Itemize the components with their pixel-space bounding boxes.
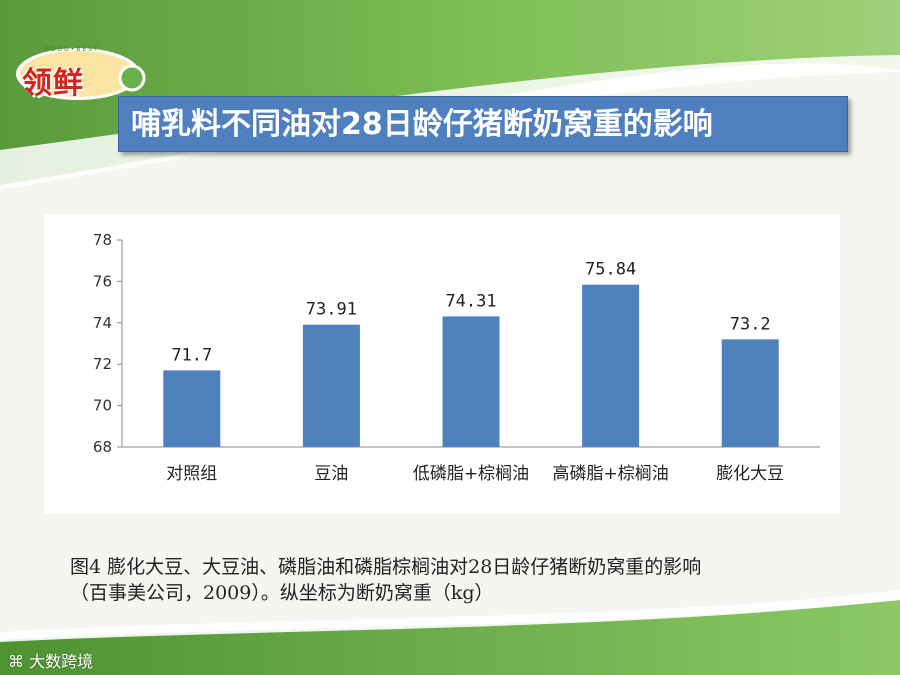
figure-caption: 图4 膨化大豆、大豆油、磷脂油和磷脂棕榈油对28日龄仔猪断奶窝重的影响 （百事美… [70, 554, 850, 606]
brand-logo-badge [16, 48, 146, 100]
y-tick-label: 78 [93, 231, 112, 249]
bar-value-label: 73.91 [306, 300, 357, 320]
caption-line-2: （百事美公司，2009）。纵坐标为断奶窝重（kg） [70, 582, 494, 604]
bar [721, 339, 779, 447]
bar-value-label: 75.84 [585, 260, 636, 280]
bar [442, 316, 500, 447]
slide-title: 哺乳料不同油对28日龄仔猪断奶窝重的影响 [118, 96, 848, 152]
category-label: 高磷脂+棕榈油 [552, 464, 668, 484]
category-label: 膨化大豆 [716, 464, 784, 484]
watermark-text: 大数跨境 [29, 652, 94, 671]
bar-value-label: 71.7 [171, 345, 212, 365]
logo-tagline: GOOD•BEST [44, 46, 100, 53]
chart-panel [44, 214, 840, 514]
watermark: ⌘ 大数跨境 [8, 648, 93, 672]
y-tick-label: 74 [93, 314, 112, 332]
bar [163, 370, 221, 447]
category-label: 对照组 [166, 464, 217, 484]
bar [302, 324, 360, 447]
bar [582, 284, 640, 447]
bar-value-label: 74.31 [445, 291, 496, 311]
y-tick-label: 70 [93, 397, 112, 415]
category-label: 低磷脂+棕榈油 [413, 464, 529, 484]
y-tick-label: 68 [93, 438, 112, 456]
y-tick-label: 76 [93, 272, 112, 290]
y-tick-label: 72 [93, 355, 112, 373]
caption-line-1: 图4 膨化大豆、大豆油、磷脂油和磷脂棕榈油对28日龄仔猪断奶窝重的影响 [70, 556, 702, 578]
bar-chart: 68 70 72 74 76 78 71.7 对照组 73.91 豆油 74.31 低磷脂+棕榈油 75… [93, 231, 820, 484]
category-label: 豆油 [314, 464, 348, 484]
brand-logo-text: 领鲜 [22, 66, 84, 101]
bar-value-label: 73.2 [730, 314, 771, 334]
watermark-logo-icon: ⌘ [8, 652, 24, 671]
